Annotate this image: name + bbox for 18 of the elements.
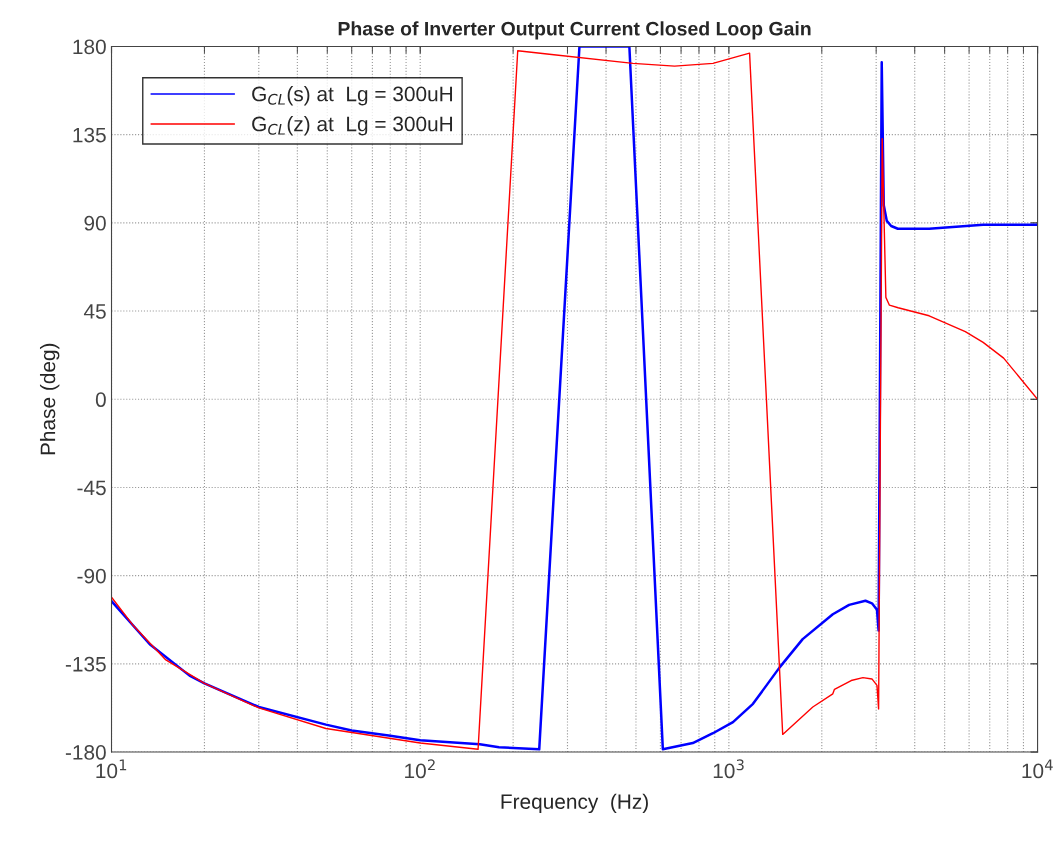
y-tick-label: -135 bbox=[65, 656, 106, 672]
y-axis-title: Phase (deg) bbox=[39, 343, 60, 455]
y-tick-label: 135 bbox=[73, 127, 106, 143]
x-tick-label: 10$^{4}$ bbox=[1022, 759, 1053, 779]
x-tick-label: 10$^{1}$ bbox=[96, 759, 127, 779]
y-tick-label: 90 bbox=[84, 215, 106, 231]
y-tick-label: 180 bbox=[73, 39, 106, 55]
chart-title: Phase of Inverter Output Current Closed Loop Gain bbox=[338, 21, 811, 40]
legend-label: G$_{CL}$(s) at Lg = 300uH bbox=[252, 86, 453, 106]
y-tick-label: 45 bbox=[83, 304, 106, 319]
legend-label: G$_{CL}$(z) at Lg = 300uH bbox=[252, 116, 453, 136]
y-tick-label: -90 bbox=[77, 568, 106, 584]
y-tick-label: 0 bbox=[95, 392, 106, 408]
y-tick-label: -180 bbox=[65, 745, 106, 760]
x-tick-label: 10$^{3}$ bbox=[713, 759, 744, 779]
y-tick-label: -45 bbox=[77, 480, 106, 496]
x-axis-title: Frequency (Hz) bbox=[501, 793, 648, 814]
x-tick-label: 10$^{2}$ bbox=[405, 759, 435, 779]
